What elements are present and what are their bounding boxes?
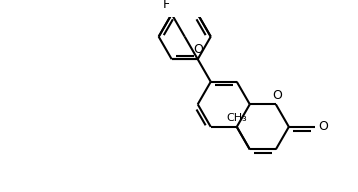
Text: O: O xyxy=(319,120,328,133)
Text: CH₃: CH₃ xyxy=(226,113,247,123)
Text: F: F xyxy=(163,0,170,11)
Text: O: O xyxy=(273,89,282,103)
Text: O: O xyxy=(193,43,203,56)
